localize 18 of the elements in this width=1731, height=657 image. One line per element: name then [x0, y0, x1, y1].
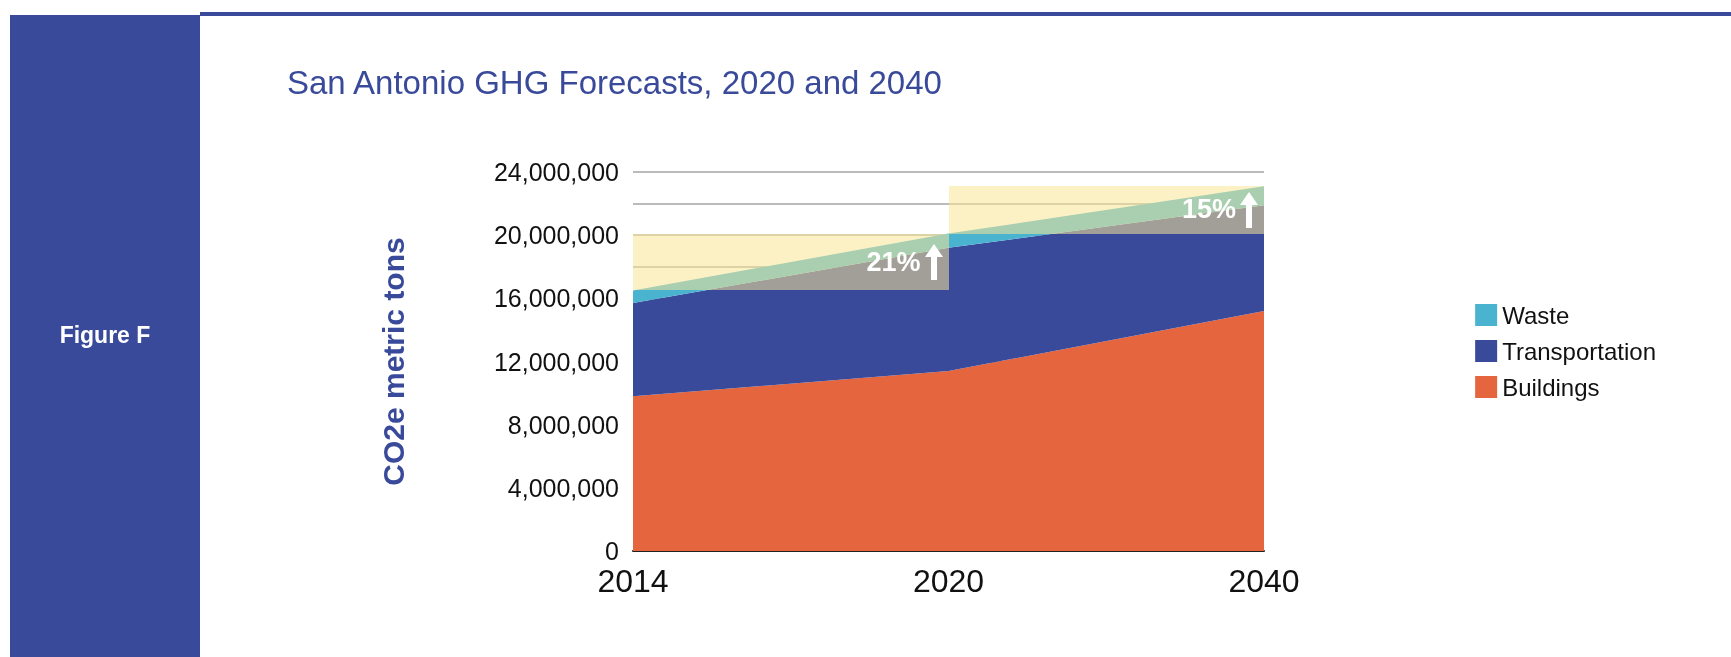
y-tick-label: 0	[605, 537, 619, 565]
y-tick-label: 12,000,000	[493, 347, 619, 376]
y-tick-label: 8,000,000	[507, 410, 619, 439]
text: Figure F	[58, 322, 152, 349]
annotation: 15%	[1182, 194, 1237, 226]
y-tick-label: 16,000,000	[493, 284, 619, 313]
y-tick-label: 24,000,000	[493, 158, 619, 186]
y-tick-label: 20,000,000	[493, 221, 619, 250]
x-tick-label: 2040	[1228, 563, 1300, 599]
annotation: 21%	[866, 246, 921, 278]
y-axis-title: CO2e metric tons	[376, 237, 410, 486]
legend-label: Buildings	[1502, 373, 1600, 401]
legend-label: Transportation	[1502, 337, 1656, 365]
y-tick-label: 4,000,000	[507, 473, 619, 502]
legend-label: Waste	[1502, 301, 1570, 329]
x-tick-label: 2020	[912, 563, 985, 599]
chart-title: San Antonio GHG Forecasts, 2020 and 2040	[287, 64, 942, 102]
x-tick-label: 2014	[597, 563, 669, 599]
